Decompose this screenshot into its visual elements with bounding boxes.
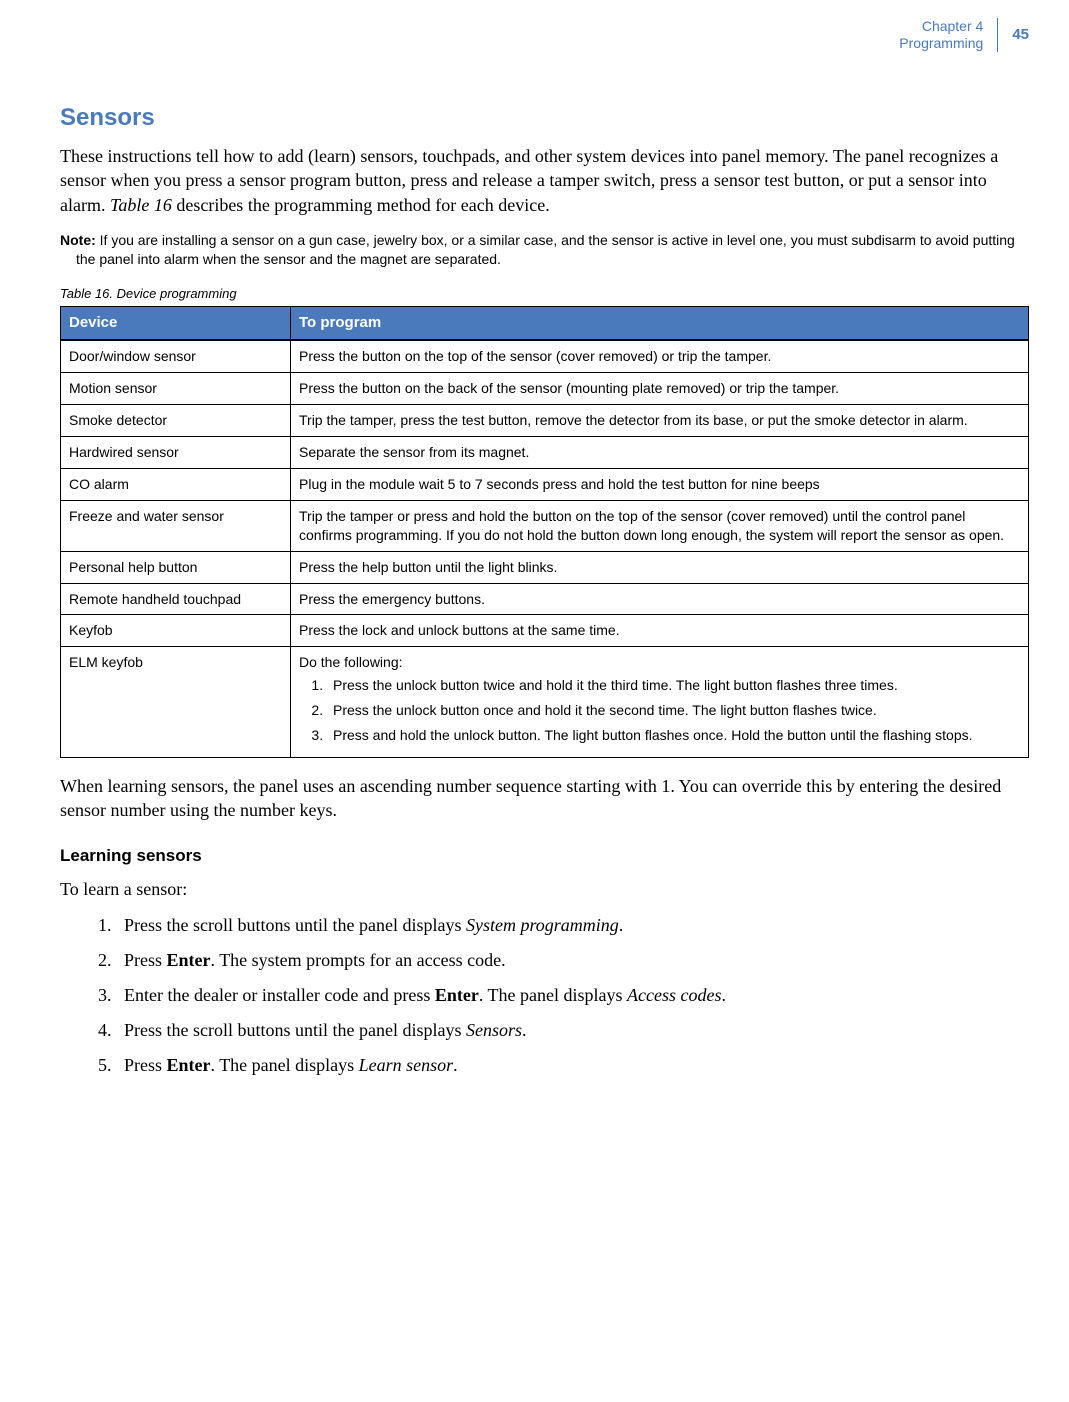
after-table-paragraph: When learning sensors, the panel uses an… [60, 774, 1029, 823]
table-row: Smoke detectorTrip the tamper, press the… [61, 405, 1029, 437]
elm-step: Press and hold the unlock button. The li… [327, 726, 1020, 745]
table-cell-program: Press the button on the back of the sens… [291, 373, 1029, 405]
step-item: Press the scroll buttons until the panel… [116, 1017, 1029, 1044]
step-text: Press the scroll buttons until the panel… [124, 915, 466, 935]
step-text: . [619, 915, 624, 935]
table-cell-device: Remote handheld touchpad [61, 583, 291, 615]
table-cell-device: Motion sensor [61, 373, 291, 405]
step-item: Press Enter. The panel displays Learn se… [116, 1052, 1029, 1079]
step-italic: Access codes [627, 985, 721, 1005]
elm-steps-list: Press the unlock button twice and hold i… [299, 676, 1020, 745]
step-text: Press [124, 950, 167, 970]
table-cell-device: Door/window sensor [61, 340, 291, 372]
step-italic: Learn sensor [359, 1055, 454, 1075]
step-text: . The panel displays [479, 985, 627, 1005]
section-title: Sensors [60, 102, 1029, 134]
table-row: Motion sensorPress the button on the bac… [61, 373, 1029, 405]
note-body: If you are installing a sensor on a gun … [76, 232, 1015, 267]
intro-table-ref: Table 16 [110, 195, 172, 215]
note-block: Note: If you are installing a sensor on … [60, 231, 1029, 269]
device-programming-table: Device To program Door/window sensorPres… [60, 306, 1029, 758]
step-bold: Enter [435, 985, 479, 1005]
step-text: . [721, 985, 726, 1005]
table-cell-program: Plug in the module wait 5 to 7 seconds p… [291, 469, 1029, 501]
table-header-device: Device [61, 307, 291, 341]
table-cell-device: Hardwired sensor [61, 437, 291, 469]
table-row: Door/window sensorPress the button on th… [61, 340, 1029, 372]
elm-step: Press the unlock button once and hold it… [327, 701, 1020, 720]
lead-in: To learn a sensor: [60, 877, 1029, 901]
step-item: Press Enter. The system prompts for an a… [116, 947, 1029, 974]
step-italic: System programming [466, 915, 619, 935]
table-cell-program: Trip the tamper, press the test button, … [291, 405, 1029, 437]
table-cell-program: Press the lock and unlock buttons at the… [291, 615, 1029, 647]
table-row: KeyfobPress the lock and unlock buttons … [61, 615, 1029, 647]
step-text: Press [124, 1055, 167, 1075]
table-row: ELM keyfob Do the following: Press the unl… [61, 647, 1029, 758]
table-cell-program: Separate the sensor from its magnet. [291, 437, 1029, 469]
table-cell-program: Press the button on the top of the senso… [291, 340, 1029, 372]
step-text: Enter the dealer or installer code and p… [124, 985, 435, 1005]
table-cell-device: Smoke detector [61, 405, 291, 437]
table-cell-device: Freeze and water sensor [61, 500, 291, 551]
step-bold: Enter [167, 950, 211, 970]
chapter-block: Chapter 4 Programming [899, 18, 998, 52]
subheading: Learning sensors [60, 845, 1029, 868]
note-label: Note: [60, 232, 96, 248]
table-cell-program: Do the following: Press the unlock button… [291, 647, 1029, 758]
step-text: Press the scroll buttons until the panel… [124, 1020, 466, 1040]
table-cell-device: ELM keyfob [61, 647, 291, 758]
step-text: . The panel displays [211, 1055, 359, 1075]
intro-paragraph: These instructions tell how to add (lear… [60, 144, 1029, 217]
table-cell-program: Press the emergency buttons. [291, 583, 1029, 615]
step-item: Press the scroll buttons until the panel… [116, 912, 1029, 939]
table-cell-program: Trip the tamper or press and hold the bu… [291, 500, 1029, 551]
page-number: 45 [1012, 25, 1029, 45]
step-text: . The system prompts for an access code. [211, 950, 506, 970]
table-row: CO alarmPlug in the module wait 5 to 7 s… [61, 469, 1029, 501]
step-text: . [522, 1020, 527, 1040]
table-caption: Table 16. Device programming [60, 285, 1029, 303]
table-cell-device: CO alarm [61, 469, 291, 501]
table-row: Hardwired sensorSeparate the sensor from… [61, 437, 1029, 469]
table-row: Freeze and water sensorTrip the tamper o… [61, 500, 1029, 551]
chapter-line1: Chapter 4 [899, 18, 983, 35]
step-italic: Sensors [466, 1020, 522, 1040]
step-text: . [453, 1055, 458, 1075]
step-bold: Enter [167, 1055, 211, 1075]
table-row: Remote handheld touchpadPress the emerge… [61, 583, 1029, 615]
elm-step: Press the unlock button twice and hold i… [327, 676, 1020, 695]
steps-list: Press the scroll buttons until the panel… [60, 912, 1029, 1079]
table-cell-device: Personal help button [61, 551, 291, 583]
table-header-program: To program [291, 307, 1029, 341]
page-header: Chapter 4 Programming 45 [60, 18, 1029, 52]
intro-text-2: describes the programming method for eac… [172, 195, 550, 215]
chapter-line2: Programming [899, 35, 983, 52]
elm-intro: Do the following: [299, 653, 1020, 672]
table-cell-program: Press the help button until the light bl… [291, 551, 1029, 583]
step-item: Enter the dealer or installer code and p… [116, 982, 1029, 1009]
table-row: Personal help buttonPress the help butto… [61, 551, 1029, 583]
table-cell-device: Keyfob [61, 615, 291, 647]
